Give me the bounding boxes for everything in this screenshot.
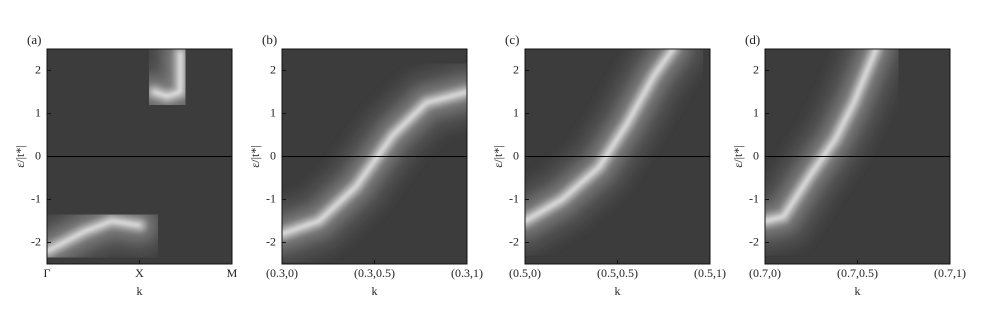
panel: -2 -1 0 1 2 Γ X Mk ε/|t*| (a)	[13, 32, 238, 298]
panel: -2 -1 0 1 2 (0.7,0) (0.7,0.5) (0.7,1) k ε/|t*| (d)	[731, 32, 966, 298]
y-axis-label: ε/|t*|	[248, 145, 262, 168]
panel: -2 -1 0 1 2 (0.5,0) (0.5,0.5) (0.5,1) k ε/|t*| (c)	[491, 32, 726, 298]
y-tick-label: 0	[513, 148, 519, 162]
y-tick-label: -1	[266, 191, 276, 205]
y-tick-label: -1	[509, 191, 519, 205]
x-tick-label: (0.7,0.5)	[837, 266, 878, 280]
y-tick-label: 0	[35, 148, 41, 162]
y-tick-label: 1	[270, 105, 276, 119]
y-tick-label: -2	[31, 234, 41, 248]
panel-label: (d)	[745, 32, 760, 47]
y-tick-label: 1	[753, 105, 759, 119]
panel-label: (b)	[262, 32, 277, 47]
x-axis-label: k	[372, 284, 378, 298]
x-axis-label: k	[137, 284, 143, 298]
x-tick-label: X	[135, 266, 144, 280]
panel-label: (a)	[27, 32, 41, 47]
x-tick-label: (0.3,0.5)	[354, 266, 395, 280]
y-tick-label: -2	[509, 234, 519, 248]
y-tick-label: 1	[35, 105, 41, 119]
y-tick-label: 2	[513, 62, 519, 76]
x-tick-label: Γ	[44, 266, 51, 280]
y-tick-label: -1	[31, 191, 41, 205]
x-axis-label: k	[855, 284, 861, 298]
contour-plot	[47, 49, 232, 264]
x-tick-label: (0.3,1)	[451, 266, 483, 280]
y-tick-label: 0	[270, 148, 276, 162]
x-tick-label: (0.7,1)	[934, 266, 966, 280]
y-tick-label: 2	[270, 62, 276, 76]
x-tick-label: (0.5,0)	[509, 266, 541, 280]
x-tick-label: M	[227, 266, 238, 280]
y-tick-label: 2	[35, 62, 41, 76]
y-axis-label: ε/|t*|	[491, 145, 505, 168]
y-tick-label: 0	[753, 148, 759, 162]
y-tick-label: 2	[753, 62, 759, 76]
panel-label: (c)	[505, 32, 519, 47]
x-tick-label: (0.5,1)	[694, 266, 726, 280]
y-tick-label: 1	[513, 105, 519, 119]
contour-band	[152, 51, 183, 99]
panel: -2 -1 0 1 2 (0.3,0) (0.3,0.5) (0.3,1) k ε/|t*| (b)	[248, 32, 483, 298]
x-axis-label: k	[615, 284, 621, 298]
y-tick-label: -2	[266, 234, 276, 248]
contour-band	[47, 219, 142, 254]
contour-band	[282, 90, 467, 236]
y-tick-label: -2	[749, 234, 759, 248]
x-tick-label: (0.7,0)	[749, 266, 781, 280]
x-tick-label: (0.5,0.5)	[597, 266, 638, 280]
x-tick-label: (0.3,0)	[266, 266, 298, 280]
y-tick-label: -1	[749, 191, 759, 205]
contour-band	[525, 49, 675, 223]
y-axis-label: ε/|t*|	[731, 145, 745, 168]
y-axis-label: ε/|t*|	[13, 145, 27, 168]
